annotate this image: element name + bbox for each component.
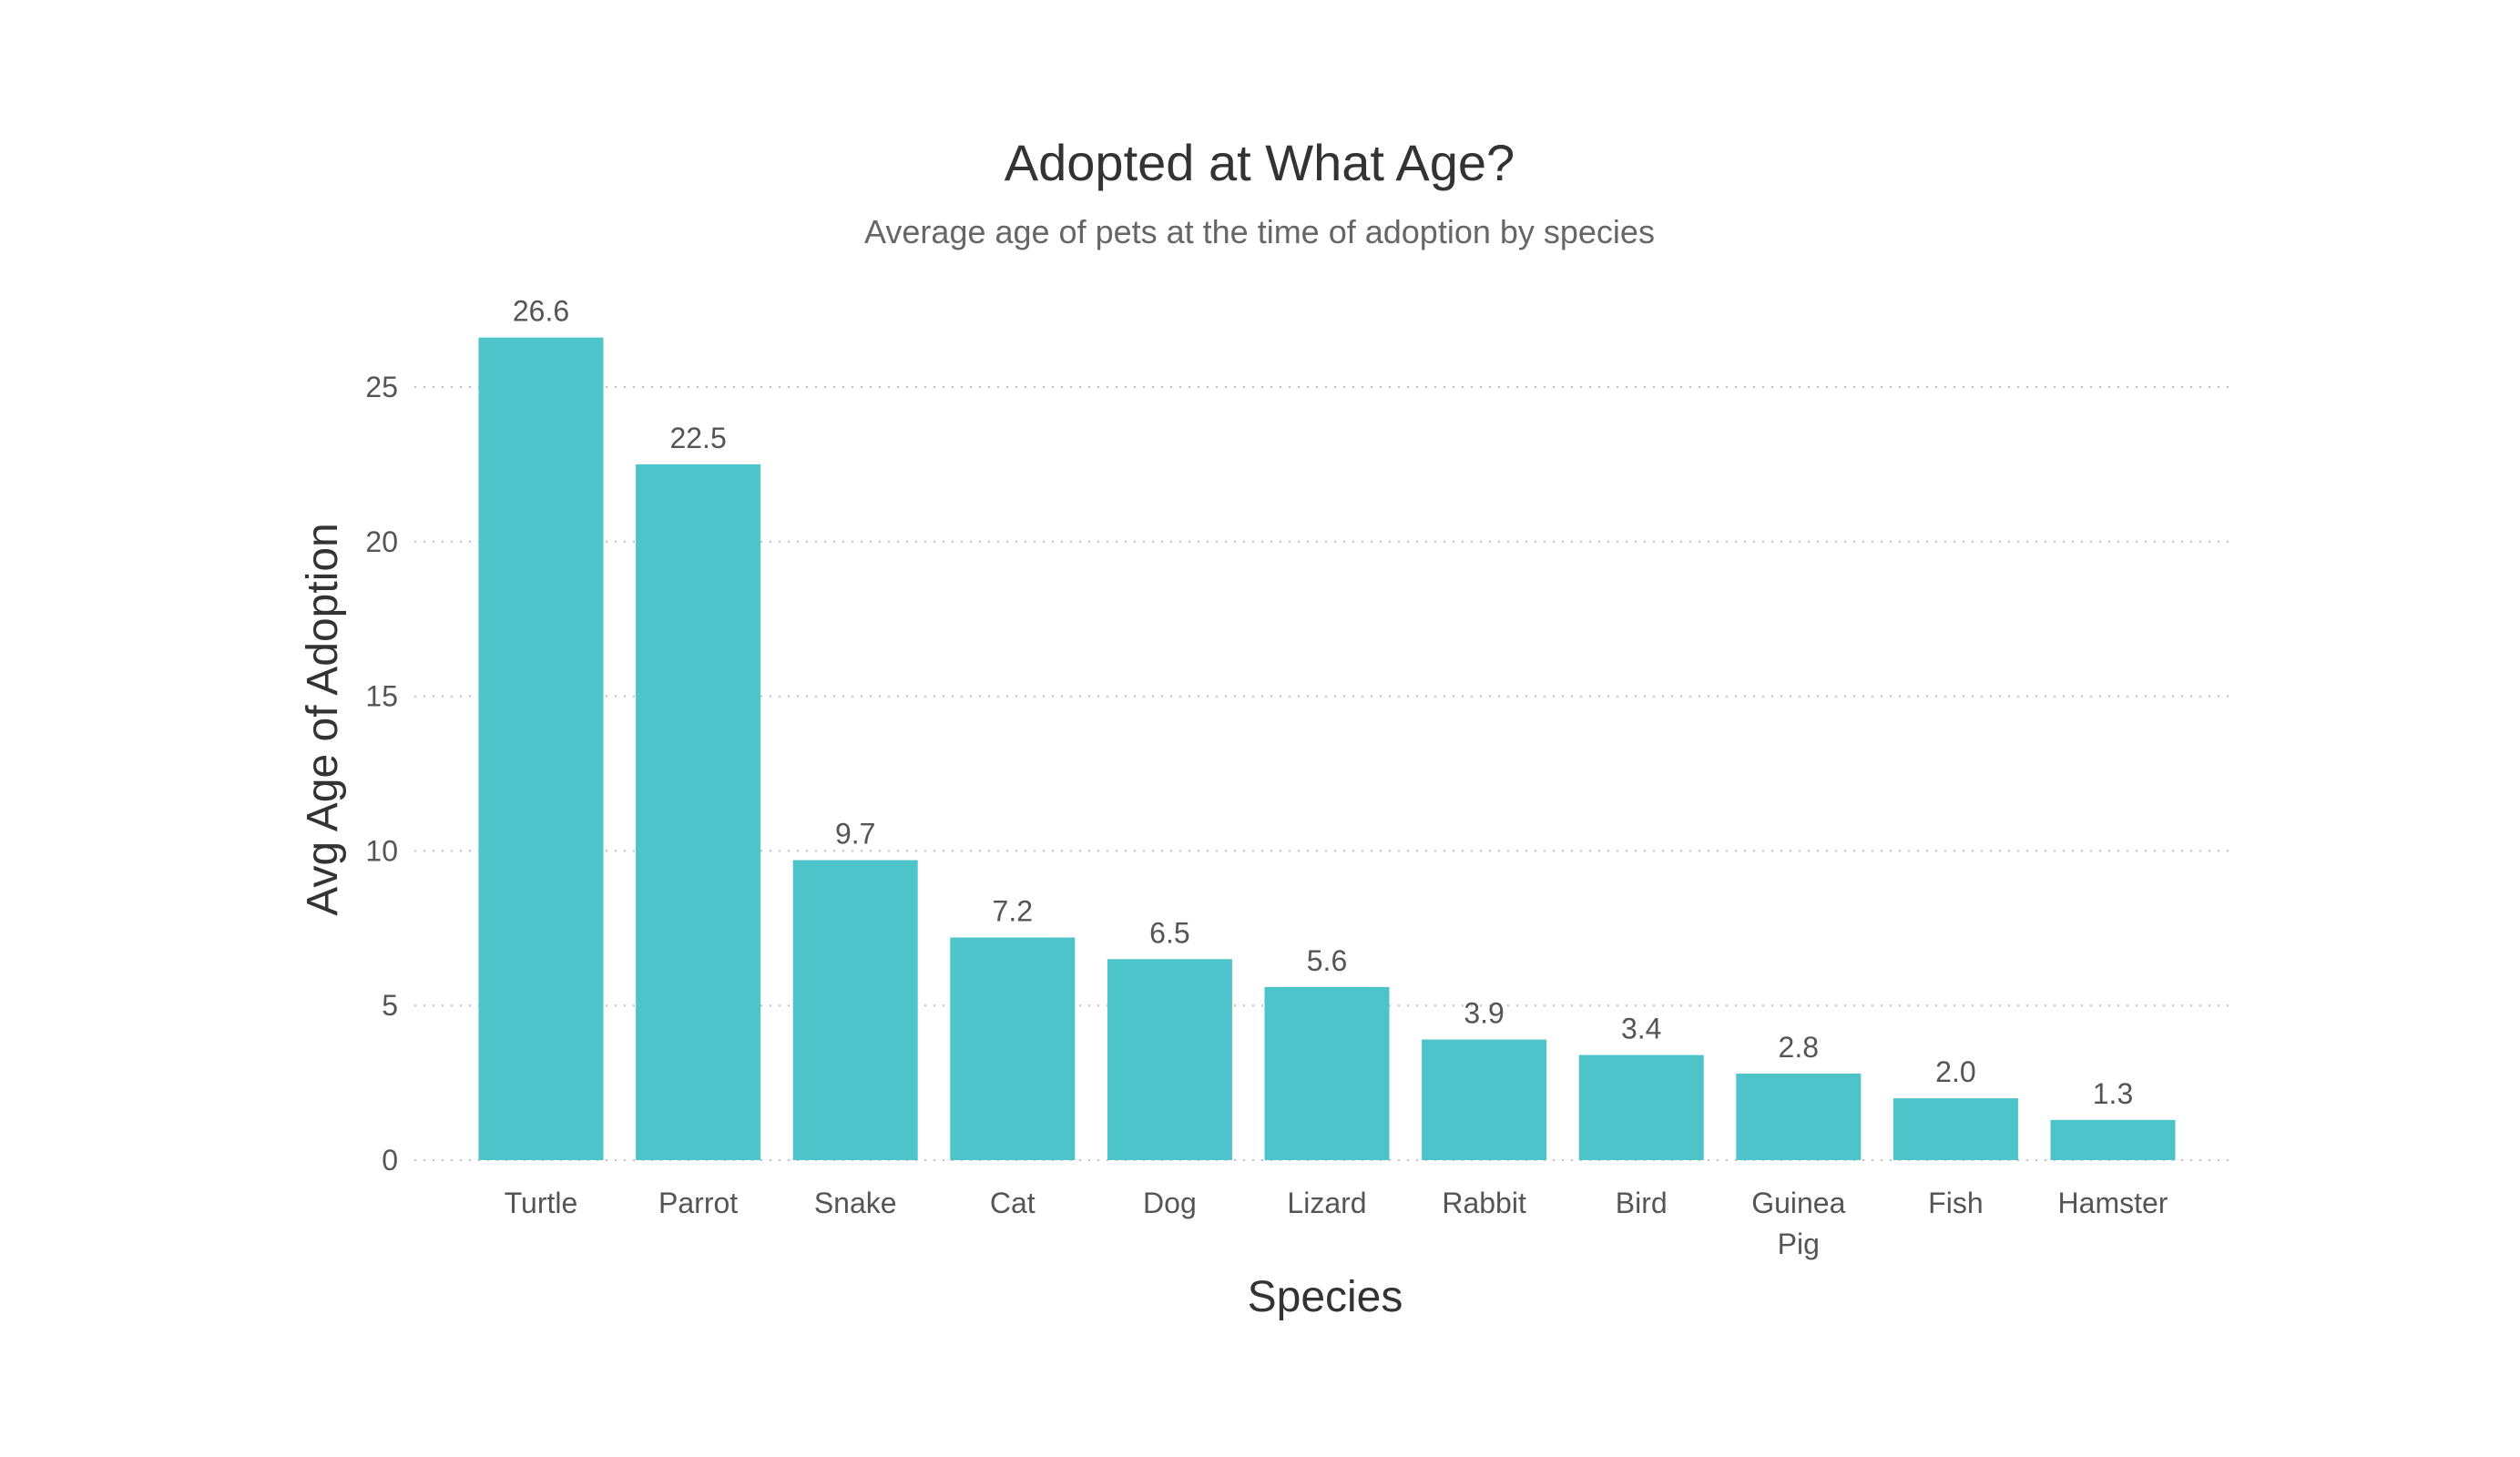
data-label: 3.4 bbox=[1621, 1013, 1661, 1045]
x-tick-label: Rabbit bbox=[1442, 1187, 1526, 1219]
bar bbox=[1107, 959, 1232, 1160]
chart-title: Adopted at What Age? bbox=[1005, 134, 1515, 191]
x-tick-label: Snake bbox=[814, 1187, 897, 1219]
bar bbox=[792, 860, 918, 1160]
data-label: 6.5 bbox=[1149, 916, 1189, 949]
chart-subtitle: Average age of pets at the time of adopt… bbox=[864, 213, 1655, 250]
x-axis-title: Species bbox=[1248, 1273, 1403, 1321]
bar bbox=[2050, 1119, 2176, 1160]
bar bbox=[478, 337, 604, 1160]
data-labels: 26.6 22.5 9.7 7.2 6.5 5.6 3.9 3.4 2.8 2.0 1.3 bbox=[513, 295, 2133, 1110]
x-tick-label: Guinea Pig bbox=[1751, 1187, 1845, 1260]
bar bbox=[636, 464, 761, 1160]
y-tick-label: 5 bbox=[382, 989, 398, 1022]
bar bbox=[1422, 1039, 1547, 1160]
data-label: 1.3 bbox=[2093, 1077, 2133, 1110]
bar bbox=[950, 937, 1076, 1160]
x-tick-label: Hamster bbox=[2058, 1187, 2168, 1219]
bars bbox=[478, 337, 2176, 1160]
bar bbox=[1893, 1098, 2018, 1160]
data-label: 26.6 bbox=[513, 295, 569, 328]
bar bbox=[1264, 986, 1390, 1160]
y-axis-title: Avg Age of Adoption bbox=[299, 523, 347, 915]
data-label: 9.7 bbox=[835, 818, 875, 851]
y-tick-label: 10 bbox=[365, 834, 398, 867]
y-tick-label: 20 bbox=[365, 525, 398, 558]
data-label: 2.8 bbox=[1779, 1031, 1819, 1064]
data-label: 2.0 bbox=[1935, 1055, 1975, 1088]
x-tick-label: Fish bbox=[1928, 1187, 1983, 1219]
x-axis-ticks: Turtle Parrot Snake Cat Dog Lizard Rabbit Bird G… bbox=[505, 1187, 2168, 1260]
data-label: 7.2 bbox=[993, 894, 1033, 927]
data-label: 3.9 bbox=[1464, 997, 1504, 1030]
data-label: 5.6 bbox=[1307, 944, 1347, 977]
x-tick-label: Turtle bbox=[505, 1187, 578, 1219]
bar bbox=[1578, 1055, 1704, 1160]
data-label: 22.5 bbox=[669, 422, 726, 454]
x-tick-label: Cat bbox=[990, 1187, 1036, 1219]
x-tick-label: Dog bbox=[1143, 1187, 1197, 1219]
y-axis-ticks: 0 5 10 15 20 25 bbox=[365, 371, 398, 1177]
y-tick-label: 25 bbox=[365, 371, 398, 403]
x-tick-label: Bird bbox=[1616, 1187, 1668, 1219]
y-tick-label: 0 bbox=[382, 1144, 398, 1177]
bar bbox=[1736, 1073, 1862, 1160]
y-tick-label: 15 bbox=[365, 680, 398, 713]
x-tick-label: Lizard bbox=[1287, 1187, 1366, 1219]
x-tick-label: Parrot bbox=[658, 1187, 738, 1219]
